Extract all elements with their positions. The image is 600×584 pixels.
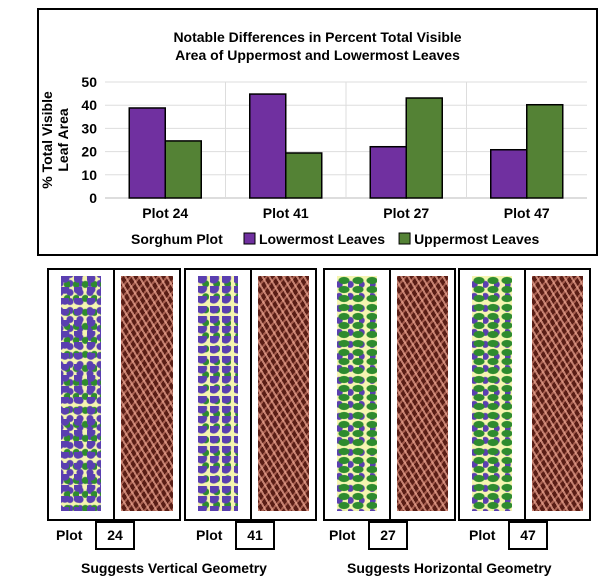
chart-box: Notable Differences in Percent Total Vis…: [37, 8, 598, 256]
bar-lowermost-leaves: [490, 148, 528, 199]
bar-lowermost-leaves: [369, 145, 407, 199]
canopy-photo: [396, 276, 448, 511]
bar-uppermost-leaves: [405, 97, 443, 199]
chart-title: Notable Differences in Percent Total Vis…: [173, 29, 462, 63]
plot-number: 24: [95, 521, 135, 550]
bar-uppermost-leaves: [285, 152, 323, 199]
legend-swatch: [398, 232, 411, 245]
plot-number: 47: [508, 521, 548, 550]
canopy-photo: [121, 276, 173, 511]
plot-label: Plot: [56, 527, 83, 543]
legend-swatch: [243, 232, 256, 245]
y-tick-label: 0: [89, 190, 97, 206]
y-tick-label: 50: [81, 74, 97, 90]
panel-plot-24: [47, 268, 181, 521]
x-tick-label: Plot 24: [142, 205, 188, 221]
segmented-image: [198, 276, 238, 511]
legend-label: Uppermost Leaves: [414, 231, 539, 247]
canopy-photo: [531, 276, 583, 511]
canopy-photo: [257, 276, 309, 511]
bar-uppermost-leaves: [526, 103, 564, 199]
segmented-image: [61, 276, 101, 511]
y-axis-label: % Total VisibleLeaf Area: [39, 91, 71, 189]
plot-label: Plot: [329, 527, 356, 543]
bar-chart: 0 10 20 30 40 50 Plot 24 Plot 41 Plot 27 Plot 47%…: [39, 74, 587, 247]
y-tick-label: 30: [81, 120, 97, 136]
x-tick-label: Plot 27: [383, 205, 429, 221]
segmented-image: [472, 276, 512, 511]
plot-label: Plot: [469, 527, 496, 543]
legend-label: Lowermost Leaves: [259, 231, 385, 247]
panel-plot-41: [184, 268, 317, 521]
panel-plot-27: [323, 268, 456, 521]
plot-label: Plot: [196, 527, 223, 543]
segmented-image: [337, 276, 377, 511]
x-tick-label: Plot 41: [263, 205, 309, 221]
caption-vertical: Suggests Vertical Geometry: [81, 560, 267, 576]
y-tick-label: 20: [81, 144, 97, 160]
bar-uppermost-leaves: [164, 140, 202, 199]
bar-lowermost-leaves: [249, 93, 287, 199]
panel-plot-47: [458, 268, 591, 521]
plot-number: 41: [235, 521, 275, 550]
plot-number: 27: [368, 521, 408, 550]
x-axis-label: Sorghum Plot: [131, 231, 223, 247]
caption-horizontal: Suggests Horizontal Geometry: [347, 560, 552, 576]
x-tick-label: Plot 47: [504, 205, 550, 221]
bar-lowermost-leaves: [128, 107, 166, 199]
y-tick-label: 40: [81, 97, 97, 113]
y-tick-label: 10: [81, 167, 97, 183]
